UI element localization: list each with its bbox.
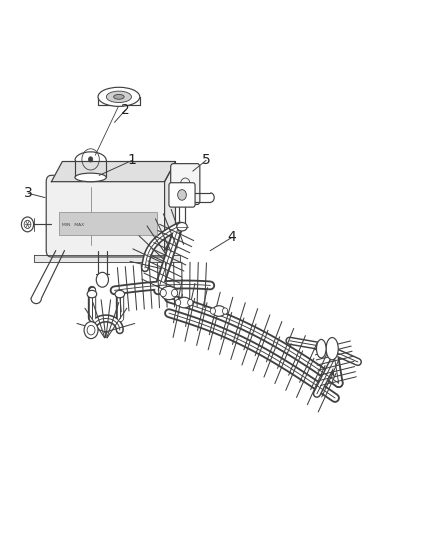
Circle shape [187,300,193,306]
Polygon shape [51,161,176,182]
Ellipse shape [212,306,226,317]
Text: 4: 4 [228,230,237,244]
Circle shape [210,308,215,314]
Ellipse shape [106,91,131,102]
Ellipse shape [98,87,140,107]
Polygon shape [165,161,176,251]
Ellipse shape [87,290,97,298]
Circle shape [160,289,166,297]
FancyBboxPatch shape [59,213,157,235]
Ellipse shape [178,297,191,308]
Ellipse shape [161,286,177,300]
Text: 1: 1 [127,154,136,167]
Circle shape [21,217,34,232]
FancyBboxPatch shape [171,164,200,205]
Ellipse shape [326,337,338,360]
Circle shape [176,300,181,306]
Circle shape [178,190,186,200]
Ellipse shape [317,340,326,358]
Ellipse shape [75,173,106,182]
Ellipse shape [177,222,187,231]
Text: 2: 2 [121,103,130,117]
Text: 3: 3 [24,187,33,200]
Circle shape [172,289,178,297]
Polygon shape [34,255,180,262]
Ellipse shape [115,290,124,298]
FancyBboxPatch shape [169,183,195,207]
Text: 5: 5 [201,154,210,167]
Text: MIN   MAX: MIN MAX [62,223,85,227]
FancyBboxPatch shape [46,175,170,257]
Ellipse shape [114,94,124,99]
Circle shape [96,272,109,287]
Circle shape [84,321,98,338]
Circle shape [88,157,93,162]
Circle shape [223,308,228,314]
